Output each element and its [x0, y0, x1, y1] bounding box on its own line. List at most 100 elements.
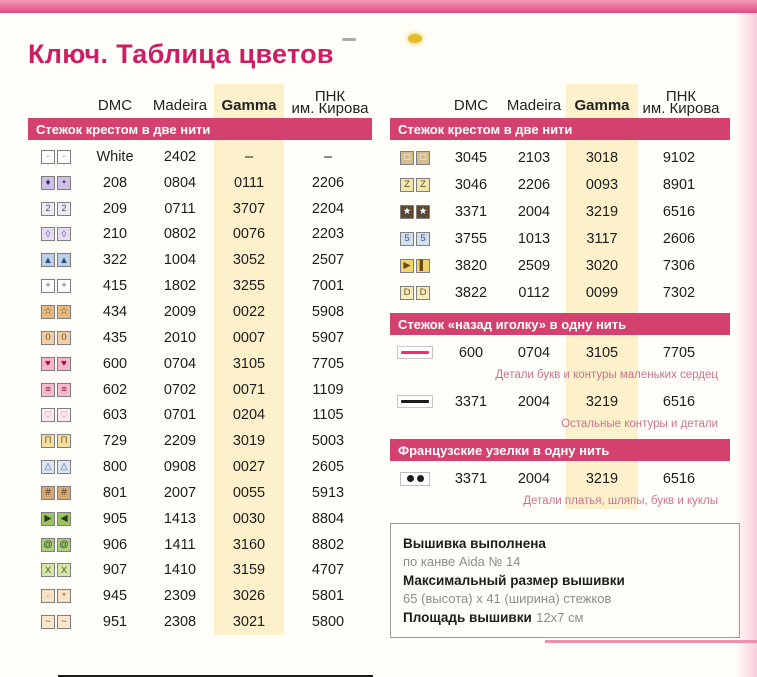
row-caption: Детали букв и контуры маленьких сердец — [495, 368, 718, 381]
pnk-value: 8802 — [311, 536, 345, 553]
left-table: DMC Madeira Gamma ПНК им. Кирова Стежок … — [28, 84, 372, 636]
section-header: Стежок крестом в две нити — [390, 118, 730, 140]
stitch-symbol-icon: · — [41, 149, 55, 164]
gamma-value: 3219 — [585, 203, 619, 220]
stitch-symbol-icon: ♥ — [57, 356, 71, 371]
stitch-symbol-icon: 5 — [400, 231, 414, 246]
bottom-right-pink-rule — [545, 640, 757, 643]
caption-row: Детали букв и контуры маленьких сердец — [390, 366, 730, 383]
stitch-symbol-icon: П — [41, 434, 55, 449]
dmc-value: 603 — [102, 407, 128, 424]
table-row: ◊ ◊ 210 0802 0076 2203 — [28, 222, 372, 248]
col-header-pnk-line1: ПНК — [665, 88, 697, 105]
dmc-value: 3371 — [454, 203, 488, 220]
table-row: Z Z 3046 2206 0093 8901 — [390, 171, 730, 198]
dmc-value: 907 — [102, 562, 128, 579]
table-row: 3371 2004 3219 6516 — [390, 388, 730, 415]
left-table-body: Стежок крестом в две нити · · White 2402– – ♦ •… — [28, 118, 372, 635]
pnk-value: 5801 — [311, 588, 345, 605]
dmc-value: 435 — [102, 329, 128, 346]
pnk-value: 2206 — [311, 174, 345, 191]
madeira-value: 2004 — [517, 203, 551, 220]
knot-dot — [416, 475, 424, 482]
stitch-symbol-icon: 0 — [41, 330, 55, 345]
gamma-value: 3105 — [585, 344, 619, 361]
dmc-value: 3820 — [454, 257, 488, 274]
pnk-value: 2507 — [311, 252, 345, 269]
table-row: 600 0704 3105 7705 — [390, 339, 730, 366]
stitch-symbol-icon: ◊ — [41, 227, 55, 242]
madeira-value: 0804 — [163, 174, 197, 191]
stitch-symbol-icon: 2 — [57, 201, 71, 216]
table-row: ☆ ☆ 434 2009 0022 5908 — [28, 299, 372, 325]
pnk-value: 7705 — [662, 344, 696, 361]
stitch-symbol-icon: △ — [41, 460, 55, 475]
pnk-value: 5003 — [311, 433, 345, 450]
madeira-value: 1802 — [163, 278, 197, 295]
col-header-gamma: Gamma — [574, 97, 630, 114]
pnk-value: 1105 — [312, 407, 344, 424]
symbol-cell — [390, 395, 440, 408]
gamma-value: 3052 — [232, 252, 266, 269]
pnk-value: 6516 — [662, 203, 696, 220]
pnk-value: 2204 — [311, 200, 345, 217]
table-row: △ △ 800 0908 0027 2605 — [28, 454, 372, 480]
gamma-value: 3160 — [232, 536, 266, 553]
pnk-value: 9102 — [662, 149, 696, 166]
scan-artifact-dash — [342, 38, 356, 41]
stitch-symbol-icon: # — [41, 485, 55, 500]
col-header-pnk-line2: им. Кирова — [291, 99, 369, 117]
table-row: ♦ • 208 0804 0111 2206 — [28, 170, 372, 196]
symbol-cell: @ @ — [28, 537, 84, 552]
madeira-value: 2004 — [517, 470, 551, 487]
dmc-value: 210 — [102, 226, 128, 243]
table-row: ~ ~951 2308 3021 5800 — [28, 609, 372, 635]
pnk-value: 5800 — [311, 614, 345, 631]
stitch-symbol-icon: ~ — [41, 615, 55, 630]
pnk-value: 7302 — [662, 284, 696, 301]
madeira-value: 0802 — [163, 226, 197, 243]
right-table-column: DMC Madeira Gamma ПНК им. Кирова Стежок … — [390, 84, 740, 638]
stitch-symbol-icon: ★ — [416, 204, 430, 219]
gamma-value: 0076 — [232, 226, 266, 243]
symbol-cell: ~ ~ — [28, 615, 84, 630]
bottom-left-page-edge — [58, 675, 373, 677]
stitch-symbol-icon: ★ — [400, 204, 414, 219]
stitch-symbol-icon: □ — [400, 150, 414, 165]
gamma-value: 3018 — [585, 149, 619, 166]
stitch-symbol-icon: + — [57, 279, 71, 294]
stitch-symbol-icon: 2 — [41, 201, 55, 216]
stitch-symbol-icon: @ — [41, 537, 55, 552]
gamma-value: 0055 — [232, 484, 266, 501]
stitch-symbol-icon: 5 — [416, 231, 430, 246]
table-row: 0 0 435 2010 0007 5907 — [28, 325, 372, 351]
pnk-value: 7705 — [311, 355, 345, 372]
pnk-value: 2606 — [662, 230, 696, 247]
madeira-value: 0704 — [517, 344, 551, 361]
stitch-symbol-icon: ▲ — [41, 253, 55, 268]
knot-dot — [406, 475, 414, 482]
symbol-cell: △ △ — [28, 460, 84, 475]
dmc-value: 3822 — [454, 284, 488, 301]
pnk-value: 8804 — [311, 510, 345, 527]
dmc-value: 3371 — [454, 393, 488, 410]
gamma-highlight-band — [214, 84, 284, 636]
gamma-value: 0007 — [232, 329, 266, 346]
dmc-value: 600 — [102, 355, 128, 372]
symbol-cell: ♦ • — [28, 175, 84, 190]
stitch-symbol-icon: * — [57, 589, 71, 604]
scan-artifact-dot — [408, 34, 422, 43]
table-row: ▶ ◀ 905 1413 0030 8804 — [28, 506, 372, 532]
dmc-value: 602 — [102, 381, 128, 398]
table-row: ♥ ♥ 600 0704 3105 7705 — [28, 351, 372, 377]
gamma-value: 0111 — [233, 174, 265, 191]
gamma-value: 0027 — [232, 459, 266, 476]
stitch-symbol-icon: ≡ — [41, 382, 55, 397]
stitch-symbol-icon: □ — [416, 150, 430, 165]
french-knot-icon — [400, 471, 430, 486]
symbol-cell: ≡ ≡ — [28, 382, 84, 397]
madeira-value: 2009 — [163, 303, 197, 320]
stitch-symbol-icon: D — [416, 285, 430, 300]
